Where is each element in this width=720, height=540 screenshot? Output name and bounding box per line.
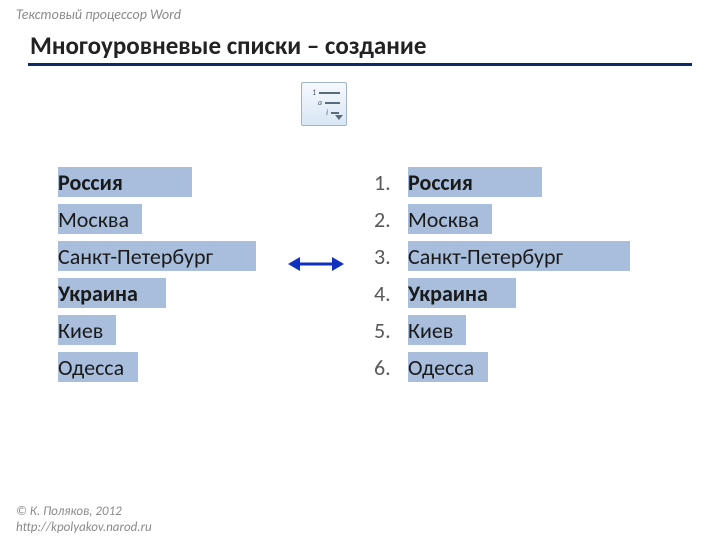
list-item-text: Украина (58, 280, 138, 307)
list-item-number: 4. (374, 280, 408, 307)
icon-row-label: 1 (308, 88, 316, 98)
list-item-number: 6. (374, 354, 408, 381)
left-list: Россия Москва Санкт-Петербург Украина Киев Од… (58, 164, 268, 386)
list-item-text: Украина (408, 280, 488, 307)
list-item: Москва (58, 201, 268, 238)
icon-row-line (331, 112, 339, 114)
double-arrow-icon (288, 254, 344, 274)
title-underline (28, 63, 692, 66)
list-item: 1.Россия (374, 164, 674, 201)
copyright: © К. Поляков, 2012 (16, 504, 152, 520)
footer-url: http://kpolyakov.narod.ru (16, 520, 152, 536)
list-item-text: Санкт-Петербург (58, 243, 213, 270)
list-item-number: 2. (374, 206, 408, 233)
list-item-number: 1. (374, 169, 408, 196)
list-item-text: Одесса (408, 354, 474, 381)
list-item-text: Киев (408, 317, 453, 344)
list-item-text: Одесса (58, 354, 124, 381)
list-item: 5.Киев (374, 312, 674, 349)
dropdown-arrow-icon (335, 115, 343, 120)
list-item: 2.Москва (374, 201, 674, 238)
icon-row-line (319, 92, 340, 94)
header-label: Текстовый процессор Word (16, 6, 181, 23)
list-item: Россия (58, 164, 268, 201)
list-item-text: Санкт-Петербург (408, 243, 563, 270)
icon-row-line (325, 102, 340, 104)
list-item-text: Москва (408, 206, 479, 233)
icon-row-label: a (314, 98, 322, 108)
multilevel-list-icon[interactable]: 1 a i (301, 82, 347, 126)
list-item-text: Киев (58, 317, 103, 344)
list-item: 4.Украина (374, 275, 674, 312)
footer: © К. Поляков, 2012 http://kpolyakov.naro… (16, 504, 152, 537)
list-item-text: Москва (58, 206, 129, 233)
list-item-text: Россия (408, 169, 473, 196)
list-item: Санкт-Петербург (58, 238, 268, 275)
list-item-text: Россия (58, 169, 123, 196)
list-item: Украина (58, 275, 268, 312)
list-item: Киев (58, 312, 268, 349)
list-item-number: 5. (374, 317, 408, 344)
icon-row-label: i (320, 108, 328, 118)
list-item-number: 3. (374, 243, 408, 270)
list-item: 6.Одесса (374, 349, 674, 386)
list-item: 3.Санкт-Петербург (374, 238, 674, 275)
page-title: Многоуровневые списки – создание (30, 30, 426, 61)
right-list: 1.Россия2.Москва3.Санкт-Петербург4.Украи… (374, 164, 674, 386)
list-item: Одесса (58, 349, 268, 386)
